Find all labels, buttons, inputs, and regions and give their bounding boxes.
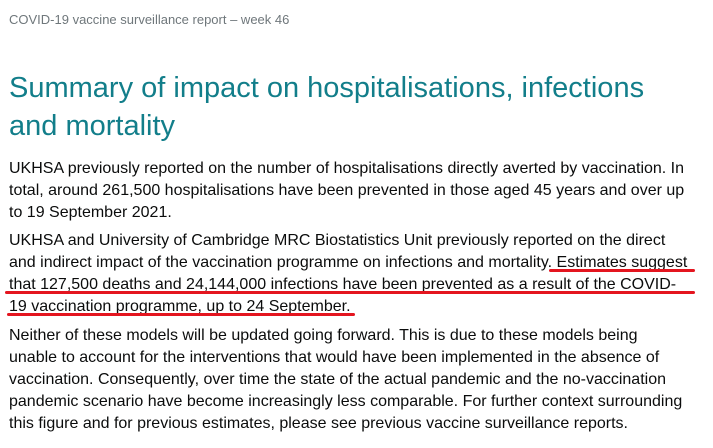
text-segment: and indirect impact of the vaccination p…: [9, 254, 557, 271]
running-header: COVID-19 vaccine surveillance report – w…: [9, 12, 290, 27]
text-line: Neither of these models will be updated …: [9, 327, 638, 344]
paragraph-hospitalisations: UKHSA previously reported on the number …: [9, 158, 703, 224]
section-title-line: Summary of impact on hospitalisations, i…: [9, 72, 645, 104]
text-line: this figure and for previous estimates, …: [9, 415, 628, 432]
paragraph-deaths-infections: UKHSA and University of Cambridge MRC Bi…: [9, 230, 703, 318]
text-line: UKHSA previously reported on the number …: [9, 160, 685, 177]
text-line: vaccination. Consequently, over time the…: [9, 371, 666, 388]
section-title-line: and mortality: [9, 110, 176, 142]
red-underline-mark: [7, 313, 355, 316]
text-line: UKHSA and University of Cambridge MRC Bi…: [9, 232, 666, 249]
text-line: pandemic scenario have become increasing…: [9, 393, 683, 410]
text-line: to 19 September 2021.: [9, 204, 172, 221]
paragraph-models-not-updated: Neither of these models will be updated …: [9, 325, 703, 435]
highlighted-text-line: 19 vaccination programme, up to 24 Septe…: [9, 298, 351, 315]
red-underline-mark: [549, 269, 695, 272]
red-underline-mark: [5, 291, 695, 294]
section-title: Summary of impact on hospitalisations, i…: [9, 69, 699, 145]
highlighted-text-line: that 127,500 deaths and 24,144,000 infec…: [9, 276, 677, 293]
text-line: total, around 261,500 hospitalisations h…: [9, 182, 685, 199]
text-line: and indirect impact of the vaccination p…: [9, 252, 703, 274]
highlighted-text: Estimates suggest: [556, 254, 688, 271]
text-line: unable to account for the interventions …: [9, 349, 660, 366]
